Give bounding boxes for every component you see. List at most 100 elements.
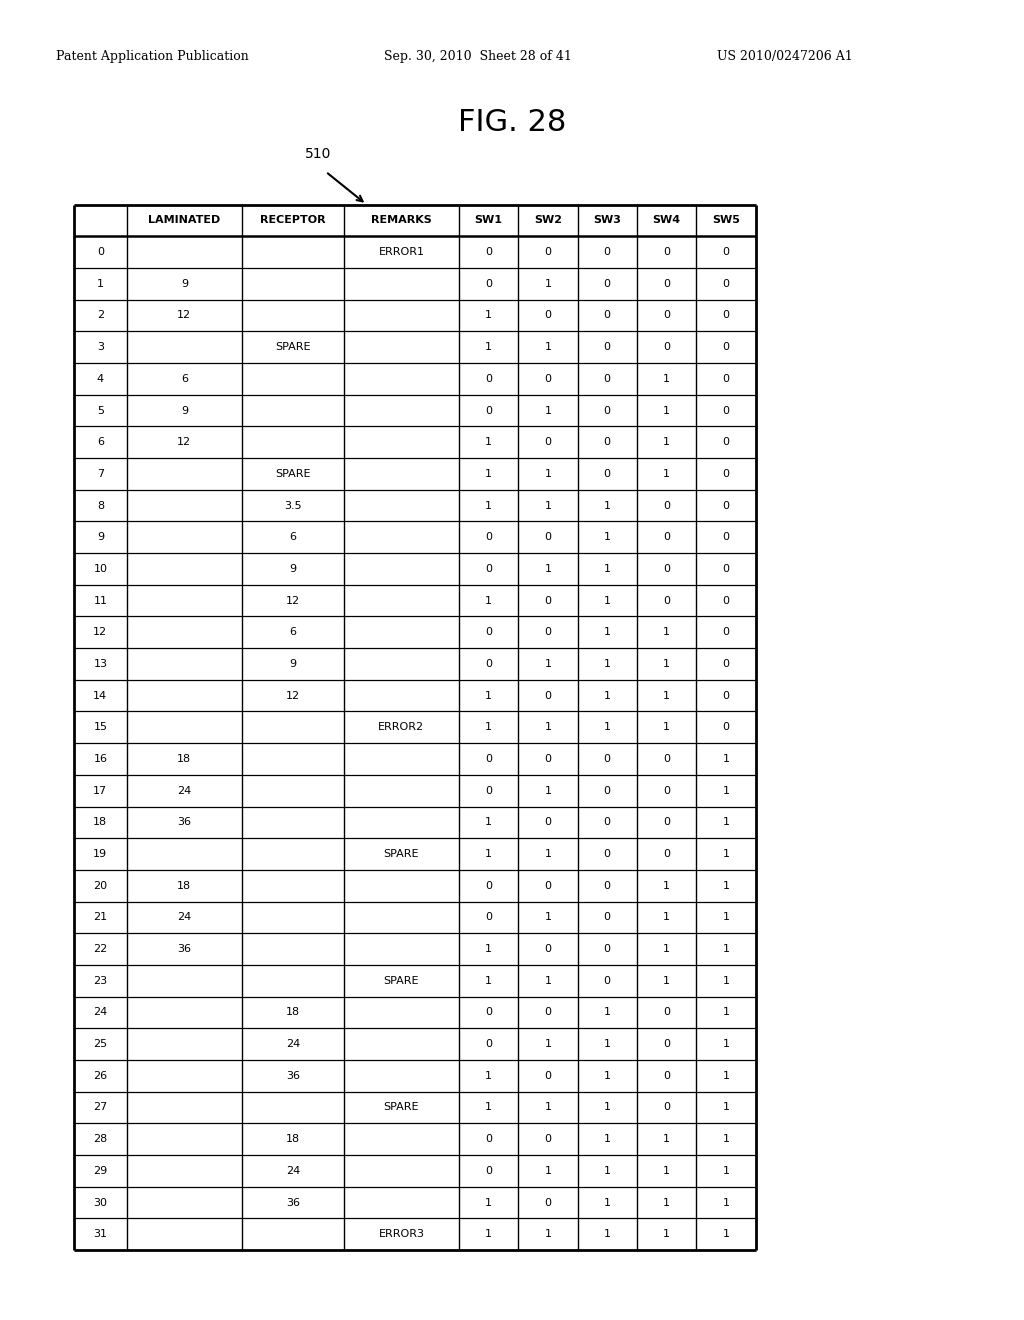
Text: 25: 25 [93,1039,108,1049]
Text: 0: 0 [723,532,729,543]
Text: 0: 0 [604,754,610,764]
Text: 12: 12 [286,595,300,606]
Text: 1: 1 [485,1071,492,1081]
Text: 1: 1 [485,437,492,447]
Text: 7: 7 [97,469,103,479]
Text: 11: 11 [93,595,108,606]
Text: 1: 1 [723,1134,729,1144]
Text: 0: 0 [485,1007,492,1018]
Text: 0: 0 [485,627,492,638]
Text: 18: 18 [177,754,191,764]
Text: 1: 1 [723,1071,729,1081]
Text: SPARE: SPARE [275,342,310,352]
Text: 21: 21 [93,912,108,923]
Text: 0: 0 [545,595,551,606]
Text: 13: 13 [93,659,108,669]
Text: 0: 0 [604,279,610,289]
Text: 0: 0 [723,405,729,416]
Text: 0: 0 [723,437,729,447]
Text: 0: 0 [485,1039,492,1049]
Text: 1: 1 [604,690,610,701]
Text: 1: 1 [723,1007,729,1018]
Text: SW3: SW3 [593,215,622,226]
Text: 24: 24 [286,1166,300,1176]
Text: 0: 0 [664,532,670,543]
Text: 0: 0 [485,880,492,891]
Text: US 2010/0247206 A1: US 2010/0247206 A1 [717,50,853,63]
Text: 0: 0 [485,405,492,416]
Text: 1: 1 [664,1197,670,1208]
Text: 0: 0 [604,374,610,384]
Text: 1: 1 [545,1166,551,1176]
Text: 0: 0 [604,437,610,447]
Text: 0: 0 [604,785,610,796]
Text: 36: 36 [286,1071,300,1081]
Text: 1: 1 [604,1197,610,1208]
Text: 1: 1 [545,1229,551,1239]
Text: 1: 1 [664,722,670,733]
Text: 1: 1 [485,1102,492,1113]
Text: 510: 510 [305,147,332,161]
Text: 1: 1 [604,1039,610,1049]
Text: 0: 0 [664,785,670,796]
Text: 6: 6 [97,437,103,447]
Text: 1: 1 [485,849,492,859]
Text: 1: 1 [545,279,551,289]
Text: SPARE: SPARE [384,1102,419,1113]
Text: 1: 1 [664,1166,670,1176]
Text: 1: 1 [723,1039,729,1049]
Text: 30: 30 [93,1197,108,1208]
Text: 0: 0 [545,532,551,543]
Text: 1: 1 [604,1229,610,1239]
Text: SW4: SW4 [652,215,681,226]
Text: SW2: SW2 [534,215,562,226]
Text: 1: 1 [723,849,729,859]
Text: SW5: SW5 [712,215,740,226]
Text: 18: 18 [177,880,191,891]
Text: LAMINATED: LAMINATED [148,215,220,226]
Text: 0: 0 [664,1102,670,1113]
Text: 18: 18 [286,1134,300,1144]
Text: 1: 1 [545,722,551,733]
Text: 1: 1 [485,595,492,606]
Text: 1: 1 [485,500,492,511]
Text: 24: 24 [177,912,191,923]
Text: 1: 1 [723,1229,729,1239]
Text: 12: 12 [93,627,108,638]
Text: 0: 0 [604,817,610,828]
Text: 1: 1 [604,1071,610,1081]
Text: 9: 9 [290,564,296,574]
Text: 0: 0 [723,659,729,669]
Text: 0: 0 [723,627,729,638]
Text: 6: 6 [290,627,296,638]
Text: 0: 0 [664,1007,670,1018]
Text: 1: 1 [664,1134,670,1144]
Text: 0: 0 [485,785,492,796]
Text: 1: 1 [664,975,670,986]
Text: 0: 0 [664,849,670,859]
Text: 0: 0 [723,564,729,574]
Text: 17: 17 [93,785,108,796]
Text: 0: 0 [485,1134,492,1144]
Text: 3: 3 [97,342,103,352]
Text: 1: 1 [545,469,551,479]
Text: 5: 5 [97,405,103,416]
Text: 1: 1 [723,1166,729,1176]
Text: 0: 0 [723,722,729,733]
Text: 0: 0 [545,247,551,257]
Text: 0: 0 [545,1071,551,1081]
Text: 0: 0 [604,469,610,479]
Text: 18: 18 [286,1007,300,1018]
Text: 0: 0 [664,595,670,606]
Text: 0: 0 [545,627,551,638]
Text: 0: 0 [604,247,610,257]
Text: SPARE: SPARE [384,975,419,986]
Text: 1: 1 [545,564,551,574]
Text: 12: 12 [286,690,300,701]
Text: 0: 0 [604,342,610,352]
Text: 1: 1 [97,279,103,289]
Text: 1: 1 [604,1134,610,1144]
Text: 0: 0 [664,342,670,352]
Text: 0: 0 [723,469,729,479]
Text: 24: 24 [93,1007,108,1018]
